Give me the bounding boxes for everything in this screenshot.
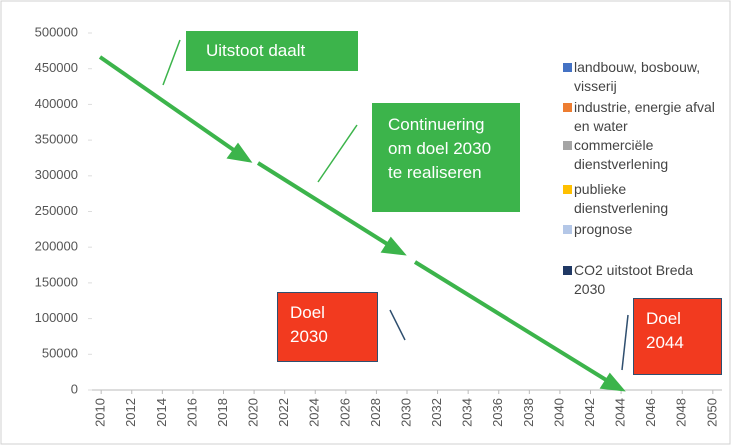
x-tick-label: 2030 bbox=[398, 398, 413, 427]
legend-swatch bbox=[563, 225, 572, 234]
x-tick-label: 2022 bbox=[276, 398, 291, 427]
x-tick-label: 2034 bbox=[460, 398, 475, 427]
legend-label: landbouw, bosbouw, visserij bbox=[574, 59, 701, 94]
arrows bbox=[98, 55, 626, 392]
legend-swatch bbox=[563, 141, 572, 150]
annotation: Doel 2030 bbox=[277, 292, 378, 362]
arrow-head bbox=[599, 372, 626, 392]
x-tick-label: 2042 bbox=[582, 398, 597, 427]
y-tick-label: 300000 bbox=[35, 167, 78, 182]
pointer bbox=[389, 309, 406, 341]
x-tick-label: 2028 bbox=[368, 398, 383, 427]
y-tick-label: 500000 bbox=[35, 24, 78, 39]
legend-label: industrie, energie afval en water bbox=[574, 99, 715, 134]
y-tick-label: 450000 bbox=[35, 60, 78, 75]
legend-label: commerciële dienstverlening bbox=[574, 137, 669, 172]
y-tick-label: 200000 bbox=[35, 239, 78, 254]
x-tick-label: 2010 bbox=[93, 398, 108, 427]
legend-swatch bbox=[563, 185, 572, 194]
y-tick-label: 250000 bbox=[35, 203, 78, 218]
arrow-head bbox=[226, 142, 253, 163]
x-tick-label: 2026 bbox=[337, 398, 352, 427]
plot: 0 50000 100000 150000 200000 250000 300000 3500… bbox=[35, 24, 720, 427]
x-tick-label: 2020 bbox=[246, 398, 261, 427]
pointer bbox=[621, 314, 629, 371]
pointer bbox=[162, 39, 181, 86]
x-tick-label: 2032 bbox=[429, 398, 444, 427]
x-tick-label: 2040 bbox=[551, 398, 566, 427]
x-tick-label: 2044 bbox=[613, 398, 628, 427]
legend-label: prognose bbox=[574, 221, 633, 237]
x-tick-label: 2018 bbox=[215, 398, 230, 427]
y-tick-label: 50000 bbox=[42, 346, 78, 361]
y-tick-label: 150000 bbox=[35, 274, 78, 289]
arrow bbox=[413, 260, 613, 385]
arrow-head bbox=[380, 236, 407, 256]
x-tick-label: 2046 bbox=[643, 398, 658, 427]
y-tick-label: 100000 bbox=[35, 310, 78, 325]
y-tick-label: 400000 bbox=[35, 96, 78, 111]
arrow bbox=[256, 161, 394, 249]
legend-label: CO2 uitstoot Breda 2030 bbox=[574, 262, 694, 297]
x-tick-label: 2024 bbox=[307, 398, 322, 427]
x-tick-label: 2038 bbox=[521, 398, 536, 427]
annotation: Doel 2044 bbox=[633, 298, 722, 375]
x-tick-label: 2012 bbox=[123, 398, 138, 427]
annotation: Continuering om doel 2030 te realiseren bbox=[372, 103, 520, 212]
pointer bbox=[317, 124, 358, 183]
x-tick-label: 2014 bbox=[154, 398, 169, 427]
y-tick-label: 350000 bbox=[35, 132, 78, 147]
x-tick-label: 2048 bbox=[674, 398, 689, 427]
annotation: Uitstoot daalt bbox=[186, 31, 358, 71]
legend-swatch bbox=[563, 103, 572, 112]
arrow bbox=[98, 55, 240, 155]
x-tick-label: 2036 bbox=[490, 398, 505, 427]
legend-swatch bbox=[563, 63, 572, 72]
legend-swatch bbox=[563, 266, 572, 275]
x-tick-label: 2050 bbox=[704, 398, 719, 427]
legend-label: publieke dienstverlening bbox=[574, 181, 669, 216]
y-tick-label: 0 bbox=[71, 381, 78, 396]
x-tick-label: 2016 bbox=[184, 398, 199, 427]
